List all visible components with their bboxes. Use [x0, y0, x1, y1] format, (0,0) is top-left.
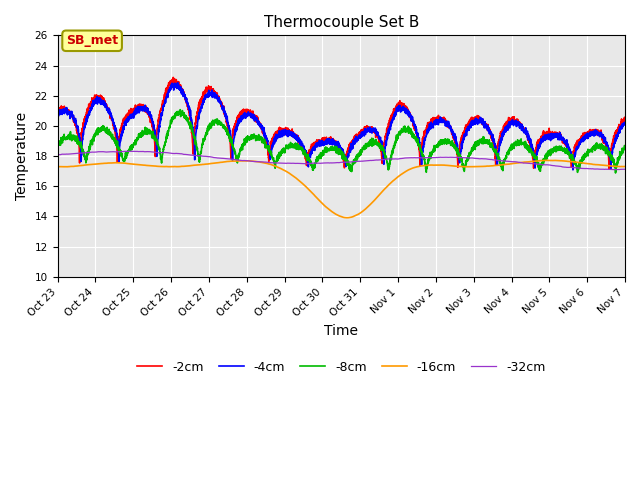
-2cm	[605, 166, 613, 172]
-8cm	[175, 110, 183, 116]
-16cm	[342, 215, 350, 221]
-2cm	[54, 106, 61, 112]
-32cm	[175, 151, 183, 156]
-32cm	[407, 155, 415, 161]
-2cm	[175, 84, 183, 89]
Y-axis label: Temperature: Temperature	[15, 112, 29, 200]
-32cm	[54, 152, 61, 157]
-2cm	[621, 114, 629, 120]
Text: SB_met: SB_met	[66, 34, 118, 47]
Line: -8cm: -8cm	[58, 109, 625, 173]
-4cm	[569, 167, 577, 173]
-2cm	[568, 160, 575, 166]
-8cm	[568, 152, 575, 157]
-32cm	[397, 156, 404, 161]
-32cm	[127, 148, 134, 154]
-8cm	[397, 128, 404, 134]
-32cm	[568, 165, 575, 170]
-16cm	[54, 164, 61, 169]
-16cm	[212, 160, 220, 166]
Line: -32cm: -32cm	[58, 151, 625, 169]
-2cm	[212, 91, 220, 96]
Legend: -2cm, -4cm, -8cm, -16cm, -32cm: -2cm, -4cm, -8cm, -16cm, -32cm	[132, 356, 550, 379]
-32cm	[212, 155, 220, 161]
-16cm	[175, 164, 183, 169]
-8cm	[54, 143, 61, 149]
-4cm	[54, 111, 61, 117]
-2cm	[621, 116, 628, 122]
Title: Thermocouple Set B: Thermocouple Set B	[264, 15, 419, 30]
-2cm	[397, 103, 404, 109]
-8cm	[621, 145, 629, 151]
-4cm	[621, 120, 628, 126]
-2cm	[407, 116, 415, 122]
-8cm	[212, 120, 220, 125]
-8cm	[612, 170, 620, 176]
-16cm	[621, 164, 628, 169]
-4cm	[212, 95, 220, 100]
-32cm	[612, 167, 620, 172]
-4cm	[397, 107, 404, 112]
-8cm	[621, 144, 628, 150]
-16cm	[407, 166, 415, 172]
-4cm	[568, 152, 575, 158]
-16cm	[568, 159, 575, 165]
-32cm	[621, 167, 628, 172]
Line: -16cm: -16cm	[58, 160, 625, 218]
Line: -4cm: -4cm	[58, 83, 625, 170]
-4cm	[407, 115, 415, 121]
-8cm	[407, 126, 415, 132]
-32cm	[621, 167, 629, 172]
Line: -2cm: -2cm	[58, 77, 625, 169]
-16cm	[397, 172, 404, 178]
-8cm	[177, 107, 184, 112]
-4cm	[621, 121, 629, 127]
-16cm	[543, 157, 550, 163]
-4cm	[175, 84, 183, 89]
-2cm	[170, 74, 177, 80]
-16cm	[621, 164, 629, 169]
-4cm	[174, 80, 182, 86]
X-axis label: Time: Time	[324, 324, 358, 338]
